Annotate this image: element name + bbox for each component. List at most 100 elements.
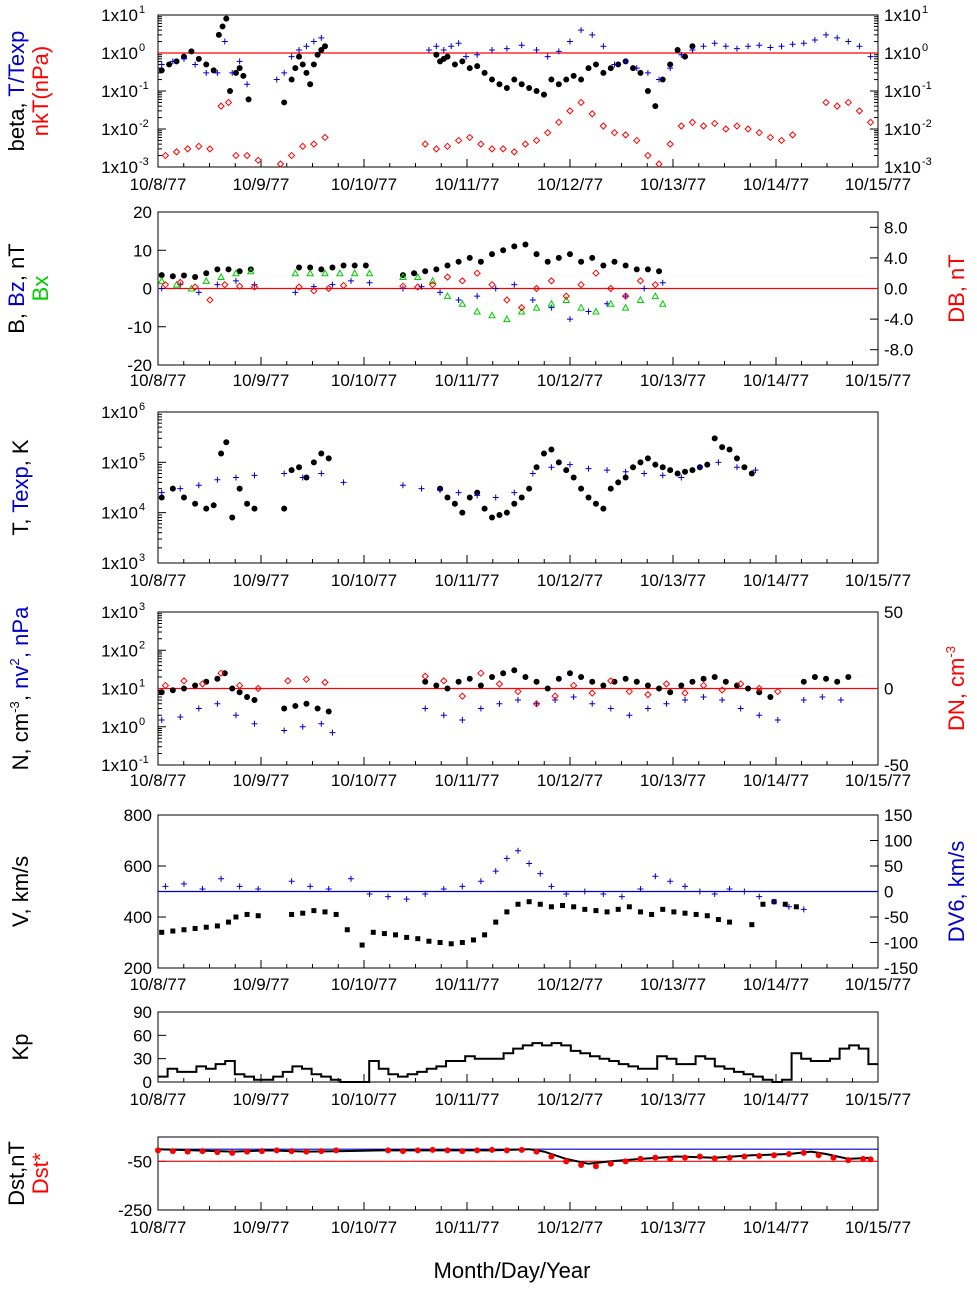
kp-step-line [158,1042,878,1083]
data-point [767,693,774,700]
data-point [432,145,441,153]
panel-Dst: 10/8/77 10/9/77 10/10/77 10/11/77 10/12/77 10… [4,1136,911,1237]
data-point [727,919,733,925]
data-point [636,277,645,285]
data-point [578,258,585,265]
data-point [329,281,336,288]
data-point [221,280,229,289]
data-point [569,681,578,690]
data-point [173,58,180,65]
data-point [496,81,503,88]
data-point [607,705,614,712]
panel-beta: 10/8/77 10/9/77 10/10/77 10/11/77 10/12/77 10… [4,4,932,194]
data-point [563,891,570,898]
data-point [463,53,470,60]
data-point [741,888,748,895]
data-point [492,285,499,292]
data-point [227,88,233,94]
data-point [585,494,592,501]
x-tick-label: 10/8/77 [130,1218,187,1237]
data-point [236,883,243,890]
y-right-tick-label: 0 [884,680,893,699]
data-point [370,929,376,935]
x-tick-label: 10/14/77 [743,371,809,390]
data-point [845,673,852,680]
data-point [232,69,239,76]
data-point [288,467,295,474]
x-tick-label: 10/8/77 [130,771,187,790]
data-point [667,61,674,68]
data-point [589,254,596,261]
data-point [622,474,629,481]
data-point [615,61,622,68]
data-point [333,1147,340,1154]
y-axis-label: B, Bz, nT [4,243,29,334]
data-point [652,103,659,110]
data-point [711,435,718,442]
y-right-tick-exponent: -1 [922,80,932,92]
x-tick-label: 10/12/77 [537,1218,603,1237]
data-point [195,142,203,151]
data-point [592,500,599,507]
data-point [218,450,225,457]
data-point [563,76,570,83]
data-point [659,76,666,83]
data-point [281,470,288,477]
data-point [719,697,726,704]
data-point [466,675,473,682]
data-point [474,1147,481,1154]
data-point [192,500,199,507]
data-point [800,678,807,685]
data-point [217,102,225,110]
y-tick-exponent: 1 [139,678,145,690]
data-point [203,924,209,930]
data-point [433,266,440,273]
data-point [202,276,211,284]
data-point [771,1152,778,1159]
data-point [418,485,425,492]
data-point [600,43,607,50]
y-tick-label: 90 [133,1003,152,1022]
x-tick-label: 10/13/77 [640,1218,706,1237]
y-right-tick-label: 50 [884,857,903,876]
data-point [310,140,318,148]
data-point [593,908,599,914]
data-point [340,479,347,486]
data-point [592,269,600,277]
data-point [577,280,585,289]
x-tick-label: 10/13/77 [640,771,706,790]
data-point [607,485,614,492]
data-point [700,43,707,50]
data-point [325,885,332,892]
data-point [511,489,518,496]
data-point [161,681,170,690]
data-point [199,885,206,892]
data-point [244,500,251,507]
data-point [232,474,239,481]
data-point [515,847,521,854]
data-point [311,908,317,914]
y-axis-label-secondary: Dst* [28,1152,53,1194]
data-point [511,500,518,507]
data-point [566,38,573,45]
data-point [459,883,466,890]
data-point [351,262,358,269]
data-point [157,276,166,284]
data-point [774,717,781,724]
data-point [251,505,258,512]
data-point [656,685,663,692]
data-point [626,904,632,910]
data-point [244,1148,251,1155]
data-point [444,53,451,60]
x-tick-label: 10/13/77 [640,371,706,390]
panel-N: 10/8/77 10/9/77 10/10/77 10/11/77 10/12/77 10… [7,601,969,790]
data-point [823,31,830,38]
data-point [244,911,250,917]
data-point [493,919,499,925]
y-right-tick-label: -100 [884,934,918,953]
data-point [455,678,462,685]
x-tick-label: 10/15/77 [845,571,911,590]
data-point [169,1148,176,1155]
data-point [633,65,640,72]
data-point [161,280,170,289]
